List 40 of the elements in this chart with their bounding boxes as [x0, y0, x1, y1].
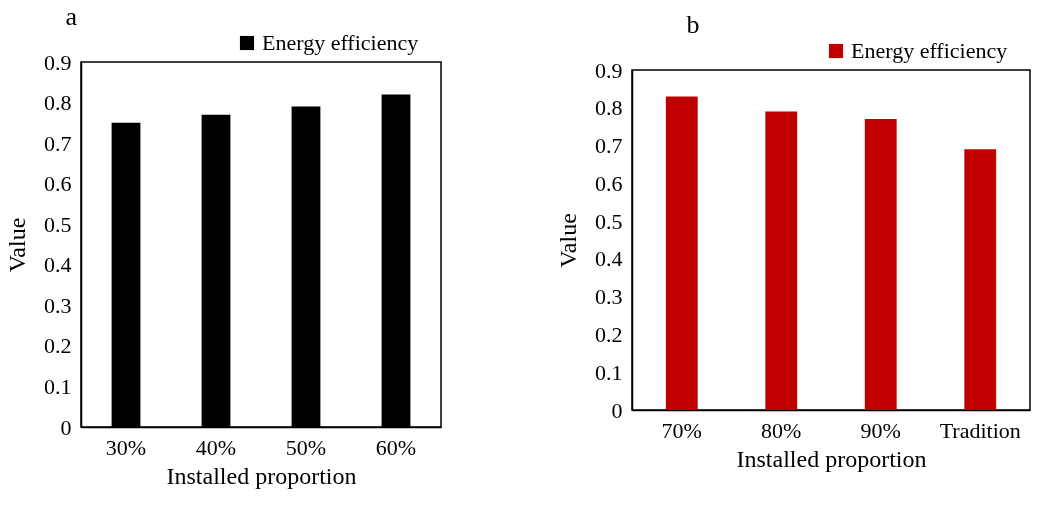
x-tick-label: Tradition: [939, 417, 1021, 443]
chart-title: b: [686, 10, 700, 39]
y-tick-label: 0.6: [44, 171, 72, 197]
x-tick-label: 70%: [661, 417, 702, 443]
legend-label: Energy efficiency: [262, 30, 419, 55]
x-axis-title: Installed proportion: [166, 462, 357, 489]
y-tick-label: 0.8: [595, 95, 623, 121]
y-tick-label: 0.2: [44, 333, 72, 359]
bar: [864, 119, 897, 410]
y-axis-title: Value: [4, 217, 30, 273]
y-tick-label: 0.7: [44, 130, 72, 156]
y-tick-label: 0: [60, 414, 72, 440]
y-tick-label: 0.9: [44, 49, 72, 75]
bar: [665, 96, 698, 410]
x-axis-title: Installed proportion: [736, 445, 927, 472]
y-tick-label: 0.3: [595, 284, 623, 310]
bar: [964, 149, 997, 410]
y-tick-label: 0.4: [595, 246, 623, 272]
y-tick-label: 0.2: [595, 321, 623, 347]
y-tick-label: 0: [611, 397, 623, 423]
x-tick-label: 40%: [195, 434, 237, 460]
x-tick-label: 30%: [105, 434, 147, 460]
x-tick-label: 80%: [761, 417, 802, 443]
y-tick-label: 0.7: [595, 133, 623, 159]
chart-title: a: [65, 2, 78, 31]
y-tick-label: 0.6: [595, 170, 623, 196]
y-tick-label: 0.9: [595, 57, 623, 83]
x-tick-label: 50%: [285, 434, 327, 460]
y-tick-label: 0.4: [44, 252, 72, 278]
legend-label: Energy efficiency: [851, 38, 1008, 63]
y-tick-label: 0.3: [44, 292, 72, 318]
x-tick-label: 90%: [860, 417, 901, 443]
y-tick-label: 0.1: [44, 373, 72, 399]
x-tick-label: 60%: [375, 434, 417, 460]
y-tick-label: 0.5: [595, 208, 623, 234]
y-axis-title: Value: [555, 213, 581, 268]
y-tick-label: 0.8: [44, 90, 72, 116]
bar: [765, 111, 798, 410]
y-tick-label: 0.5: [44, 211, 72, 237]
y-tick-label: 0.1: [595, 359, 623, 385]
